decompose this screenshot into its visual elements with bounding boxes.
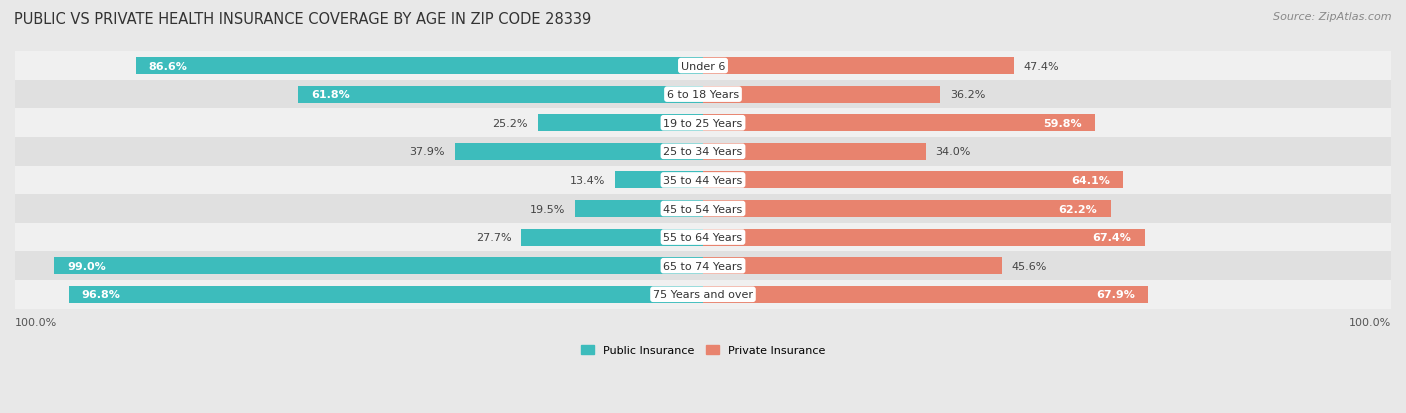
Text: 19.5%: 19.5% xyxy=(530,204,565,214)
Text: Source: ZipAtlas.com: Source: ZipAtlas.com xyxy=(1274,12,1392,22)
Text: 61.8%: 61.8% xyxy=(311,90,350,100)
Bar xyxy=(522,229,703,246)
Text: 75 Years and over: 75 Years and over xyxy=(652,290,754,299)
Text: 55 to 64 Years: 55 to 64 Years xyxy=(664,233,742,242)
Bar xyxy=(703,86,941,104)
Text: 64.1%: 64.1% xyxy=(1071,176,1109,185)
Text: 34.0%: 34.0% xyxy=(935,147,972,157)
Text: 100.0%: 100.0% xyxy=(1348,318,1391,328)
Text: 86.6%: 86.6% xyxy=(149,62,187,71)
Bar xyxy=(703,115,1095,132)
Text: 96.8%: 96.8% xyxy=(82,290,121,299)
Text: 47.4%: 47.4% xyxy=(1024,62,1059,71)
Text: 6 to 18 Years: 6 to 18 Years xyxy=(666,90,740,100)
Bar xyxy=(15,109,1391,138)
Bar xyxy=(298,86,703,104)
Bar xyxy=(703,143,925,161)
Bar xyxy=(15,166,1391,195)
Bar xyxy=(703,257,1002,275)
Text: 67.4%: 67.4% xyxy=(1092,233,1132,242)
Bar xyxy=(15,52,1391,81)
Bar xyxy=(55,257,703,275)
Text: 35 to 44 Years: 35 to 44 Years xyxy=(664,176,742,185)
Text: 25.2%: 25.2% xyxy=(492,119,529,128)
Bar xyxy=(616,172,703,189)
Text: 36.2%: 36.2% xyxy=(950,90,986,100)
Bar xyxy=(15,252,1391,280)
Legend: Public Insurance, Private Insurance: Public Insurance, Private Insurance xyxy=(576,340,830,360)
Text: 65 to 74 Years: 65 to 74 Years xyxy=(664,261,742,271)
Text: 45.6%: 45.6% xyxy=(1012,261,1047,271)
Bar xyxy=(15,138,1391,166)
Text: 99.0%: 99.0% xyxy=(67,261,107,271)
Text: 19 to 25 Years: 19 to 25 Years xyxy=(664,119,742,128)
Bar xyxy=(69,286,703,303)
Bar xyxy=(15,81,1391,109)
Text: 27.7%: 27.7% xyxy=(477,233,512,242)
Bar xyxy=(454,143,703,161)
Bar xyxy=(15,195,1391,223)
Bar xyxy=(703,229,1144,246)
Text: 100.0%: 100.0% xyxy=(15,318,58,328)
Text: 59.8%: 59.8% xyxy=(1043,119,1081,128)
Bar xyxy=(703,200,1111,218)
Bar xyxy=(15,223,1391,252)
Bar xyxy=(575,200,703,218)
Bar xyxy=(538,115,703,132)
Bar xyxy=(703,58,1014,75)
Text: 37.9%: 37.9% xyxy=(409,147,444,157)
Bar xyxy=(135,58,703,75)
Text: 13.4%: 13.4% xyxy=(569,176,606,185)
Text: Under 6: Under 6 xyxy=(681,62,725,71)
Bar xyxy=(15,280,1391,309)
Text: 25 to 34 Years: 25 to 34 Years xyxy=(664,147,742,157)
Text: PUBLIC VS PRIVATE HEALTH INSURANCE COVERAGE BY AGE IN ZIP CODE 28339: PUBLIC VS PRIVATE HEALTH INSURANCE COVER… xyxy=(14,12,592,27)
Text: 67.9%: 67.9% xyxy=(1095,290,1135,299)
Bar xyxy=(703,286,1147,303)
Bar xyxy=(703,172,1123,189)
Text: 62.2%: 62.2% xyxy=(1059,204,1098,214)
Text: 45 to 54 Years: 45 to 54 Years xyxy=(664,204,742,214)
